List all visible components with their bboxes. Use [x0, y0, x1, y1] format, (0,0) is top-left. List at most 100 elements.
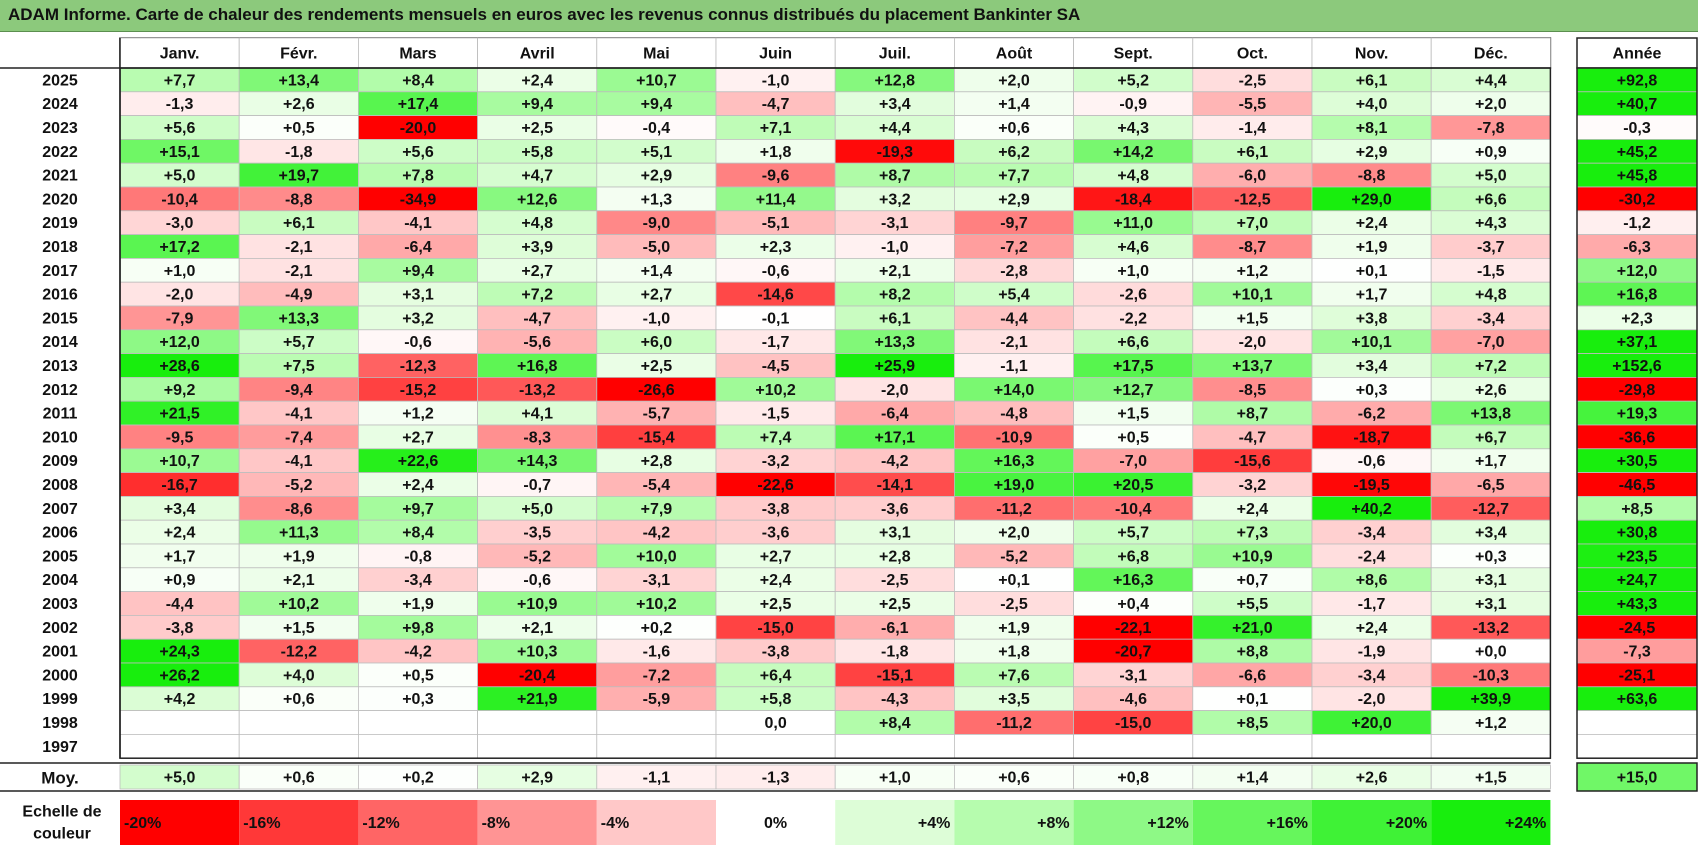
- month-header-label: Juil.: [879, 46, 911, 63]
- heatmap-cell-value: -7,2: [1000, 239, 1028, 256]
- heatmap-cell-value: +8,4: [879, 715, 911, 732]
- year-total-value: +63,6: [1617, 691, 1658, 708]
- heatmap-cell-value: +4,8: [1475, 287, 1507, 304]
- heatmap-cell-value: -1,0: [762, 72, 790, 89]
- heatmap-cell-value: -5,4: [643, 477, 671, 494]
- year-total-value: +23,5: [1617, 548, 1658, 565]
- average-cell-value: +1,5: [1475, 770, 1507, 787]
- heatmap-cell-value: -1,0: [643, 310, 671, 327]
- heatmap-cell-value: -4,7: [762, 96, 790, 113]
- heatmap-cell-value: +2,0: [998, 525, 1030, 542]
- heatmap-cell-value: -12,7: [1473, 501, 1510, 518]
- heatmap-cell-value: +20,0: [1351, 715, 1392, 732]
- scale-swatch: [835, 800, 955, 845]
- heatmap-cell-value: +2,7: [521, 263, 553, 280]
- heatmap-cell-value: +1,8: [760, 144, 792, 161]
- row-year-label: 2010: [42, 429, 78, 446]
- heatmap-cell-value: -15,1: [877, 667, 914, 684]
- heatmap-cell-value: -3,7: [1477, 239, 1505, 256]
- page-title: ADAM Informe. Carte de chaleur des rende…: [8, 5, 1081, 24]
- heatmap-cell-value: +6,1: [1237, 144, 1269, 161]
- heatmap-cell-value: -9,0: [643, 215, 671, 232]
- heatmap-cell-value: -4,1: [285, 406, 313, 423]
- heatmap-cell-value: +9,4: [402, 263, 434, 280]
- heatmap-cell-value: -1,4: [1239, 120, 1267, 137]
- average-cell-value: +0,8: [1117, 770, 1149, 787]
- row-year-label: 2017: [42, 263, 78, 280]
- year-total-cell: [1576, 710, 1698, 735]
- heatmap-cell-value: +1,0: [164, 263, 196, 280]
- average-cell: [1430, 764, 1551, 790]
- scale-swatch: [120, 800, 240, 845]
- heatmap-cell-value: -0,6: [523, 572, 551, 589]
- row-year-label: 2020: [42, 191, 78, 208]
- row-year-label: 2014: [42, 334, 78, 351]
- month-header-cell: [238, 37, 359, 69]
- heatmap-cell-value: -4,6: [1119, 691, 1147, 708]
- year-total-value: +8,5: [1621, 501, 1653, 518]
- heatmap-cell-value: +17,4: [398, 96, 439, 113]
- heatmap-cell-value: +5,5: [1237, 596, 1269, 613]
- year-total-value: -24,5: [1619, 620, 1656, 637]
- heatmap-cell-value: +10,2: [636, 596, 677, 613]
- heatmap-cell-value: -0,7: [523, 477, 551, 494]
- heatmap-cell-value: +1,9: [402, 596, 434, 613]
- heatmap-cell-value: +3,1: [1475, 572, 1507, 589]
- heatmap-cell: [357, 734, 478, 759]
- year-total-value: -0,3: [1623, 120, 1651, 137]
- scale-swatch: [1431, 800, 1551, 845]
- heatmap-cell: [357, 710, 478, 735]
- average-cell-value: -1,3: [762, 770, 790, 787]
- heatmap-cell-value: -6,4: [881, 406, 909, 423]
- row-year-label: 1999: [42, 691, 78, 708]
- heatmap-cell-value: +2,7: [402, 429, 434, 446]
- heatmap-cell-value: +16,8: [517, 358, 558, 375]
- month-header-label: Mai: [643, 46, 670, 63]
- heatmap-cell-value: +11,0: [1113, 215, 1153, 232]
- heatmap-cell-value: +8,7: [879, 168, 911, 185]
- average-cell: [357, 764, 478, 790]
- average-cell: [834, 764, 955, 790]
- heatmap-cell-value: -9,6: [762, 168, 790, 185]
- heatmap-cell-value: -1,3: [166, 96, 194, 113]
- heatmap-cell-value: -4,2: [881, 453, 909, 470]
- heatmap-cell-value: -3,4: [1477, 310, 1505, 327]
- heatmap-cell-value: -6,5: [1477, 477, 1505, 494]
- heatmap-cell-value: +16,3: [1113, 572, 1154, 589]
- month-header-cell: [477, 37, 598, 69]
- heatmap-cell-value: -2,0: [881, 382, 909, 399]
- row-year-label: 2008: [42, 477, 78, 494]
- heatmap-cell-value: -5,9: [643, 691, 671, 708]
- heatmap-cell-value: -2,1: [1000, 334, 1028, 351]
- heatmap-cell-value: +17,5: [1113, 358, 1154, 375]
- heatmap-cell-value: +4,4: [879, 120, 911, 137]
- year-header-label: Année: [1613, 46, 1662, 63]
- heatmap-cell-value: +1,7: [1356, 287, 1388, 304]
- heatmap-cell-value: -4,5: [762, 358, 790, 375]
- heatmap-cell-value: -15,6: [1234, 453, 1271, 470]
- heatmap-cell-value: +0,1: [1237, 691, 1269, 708]
- heatmap-cell-value: +29,0: [1351, 191, 1392, 208]
- heatmap-cell-value: -3,0: [166, 215, 194, 232]
- heatmap-cell-value: +21,0: [1232, 620, 1273, 637]
- heatmap-cell-value: +10,7: [636, 72, 677, 89]
- average-cell: [238, 764, 359, 790]
- heatmap-cell-value: +0,7: [1237, 572, 1269, 589]
- year-total-value: +37,1: [1617, 334, 1658, 351]
- heatmap-cell-value: +5,4: [998, 287, 1030, 304]
- scale-swatch: [954, 800, 1074, 845]
- heatmap-cell-value: -12,5: [1234, 191, 1271, 208]
- year-total-value: -29,8: [1619, 382, 1656, 399]
- heatmap-cell-value: +8,8: [1237, 644, 1269, 661]
- heatmap-cell-value: +3,4: [164, 501, 196, 518]
- month-header-label: Déc.: [1474, 46, 1508, 63]
- heatmap-cell-value: +13,3: [875, 334, 916, 351]
- heatmap-cell-value: -3,8: [762, 644, 790, 661]
- heatmap-cell-value: +9,7: [402, 501, 434, 518]
- heatmap-cell-value: -5,1: [762, 215, 790, 232]
- scale-swatch: [239, 800, 359, 845]
- heatmap-cell-value: -8,6: [285, 501, 313, 518]
- heatmap-cell-value: -7,8: [1477, 120, 1505, 137]
- average-cell-value: +0,6: [283, 770, 315, 787]
- row-year-label: 2009: [42, 453, 78, 470]
